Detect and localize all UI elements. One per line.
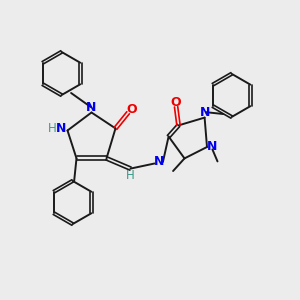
Text: N: N	[200, 106, 210, 119]
Text: N: N	[154, 154, 164, 168]
Text: O: O	[126, 103, 137, 116]
Text: H: H	[47, 122, 56, 136]
Text: N: N	[86, 100, 97, 114]
Text: O: O	[170, 96, 181, 109]
Text: N: N	[56, 122, 66, 136]
Text: H: H	[125, 169, 134, 182]
Text: N: N	[207, 140, 218, 154]
